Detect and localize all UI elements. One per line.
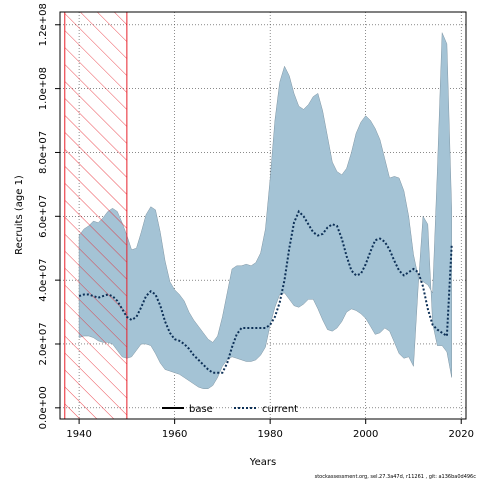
x-tick-label-1: 1960: [162, 429, 187, 440]
x-tick-label-3: 2000: [353, 429, 378, 440]
hatched-period: [64, 12, 128, 419]
x-tick-label-2: 1980: [257, 429, 282, 440]
y-tick-label-3: 6.0e+07: [38, 195, 49, 238]
x-tick-label-0: 1940: [66, 429, 91, 440]
y-tick-label-2: 4.0e+07: [38, 259, 49, 302]
x-axis-label: Years: [249, 457, 276, 468]
y-axis: 0.0e+00 2.0e+07 4.0e+07 6.0e+07 8.0e+07 1.0e+…: [38, 3, 60, 429]
plot-frame: [59, 11, 467, 420]
y-tick-label-1: 2.0e+07: [38, 322, 49, 365]
confidence-band: [78, 32, 452, 389]
legend: base current: [162, 404, 298, 415]
legend-label-current: current: [262, 404, 298, 415]
y-tick-label-6: 1.2e+08: [38, 3, 49, 46]
legend-label-base: base: [189, 404, 213, 415]
x-tick-label-4: 2020: [448, 429, 473, 440]
plot-area: [59, 11, 467, 420]
y-tick-label-5: 1.0e+08: [38, 67, 49, 110]
y-axis-label: Recruits (age 1): [14, 175, 25, 255]
y-tick-label-4: 8.0e+07: [38, 131, 49, 174]
x-axis: 1940 1960 1980 2000 2020: [66, 419, 474, 440]
y-tick-label-0: 0.0e+00: [38, 386, 49, 429]
footer-credit: stockassessment.org, sel.27.3a47d, r1126…: [315, 474, 477, 480]
